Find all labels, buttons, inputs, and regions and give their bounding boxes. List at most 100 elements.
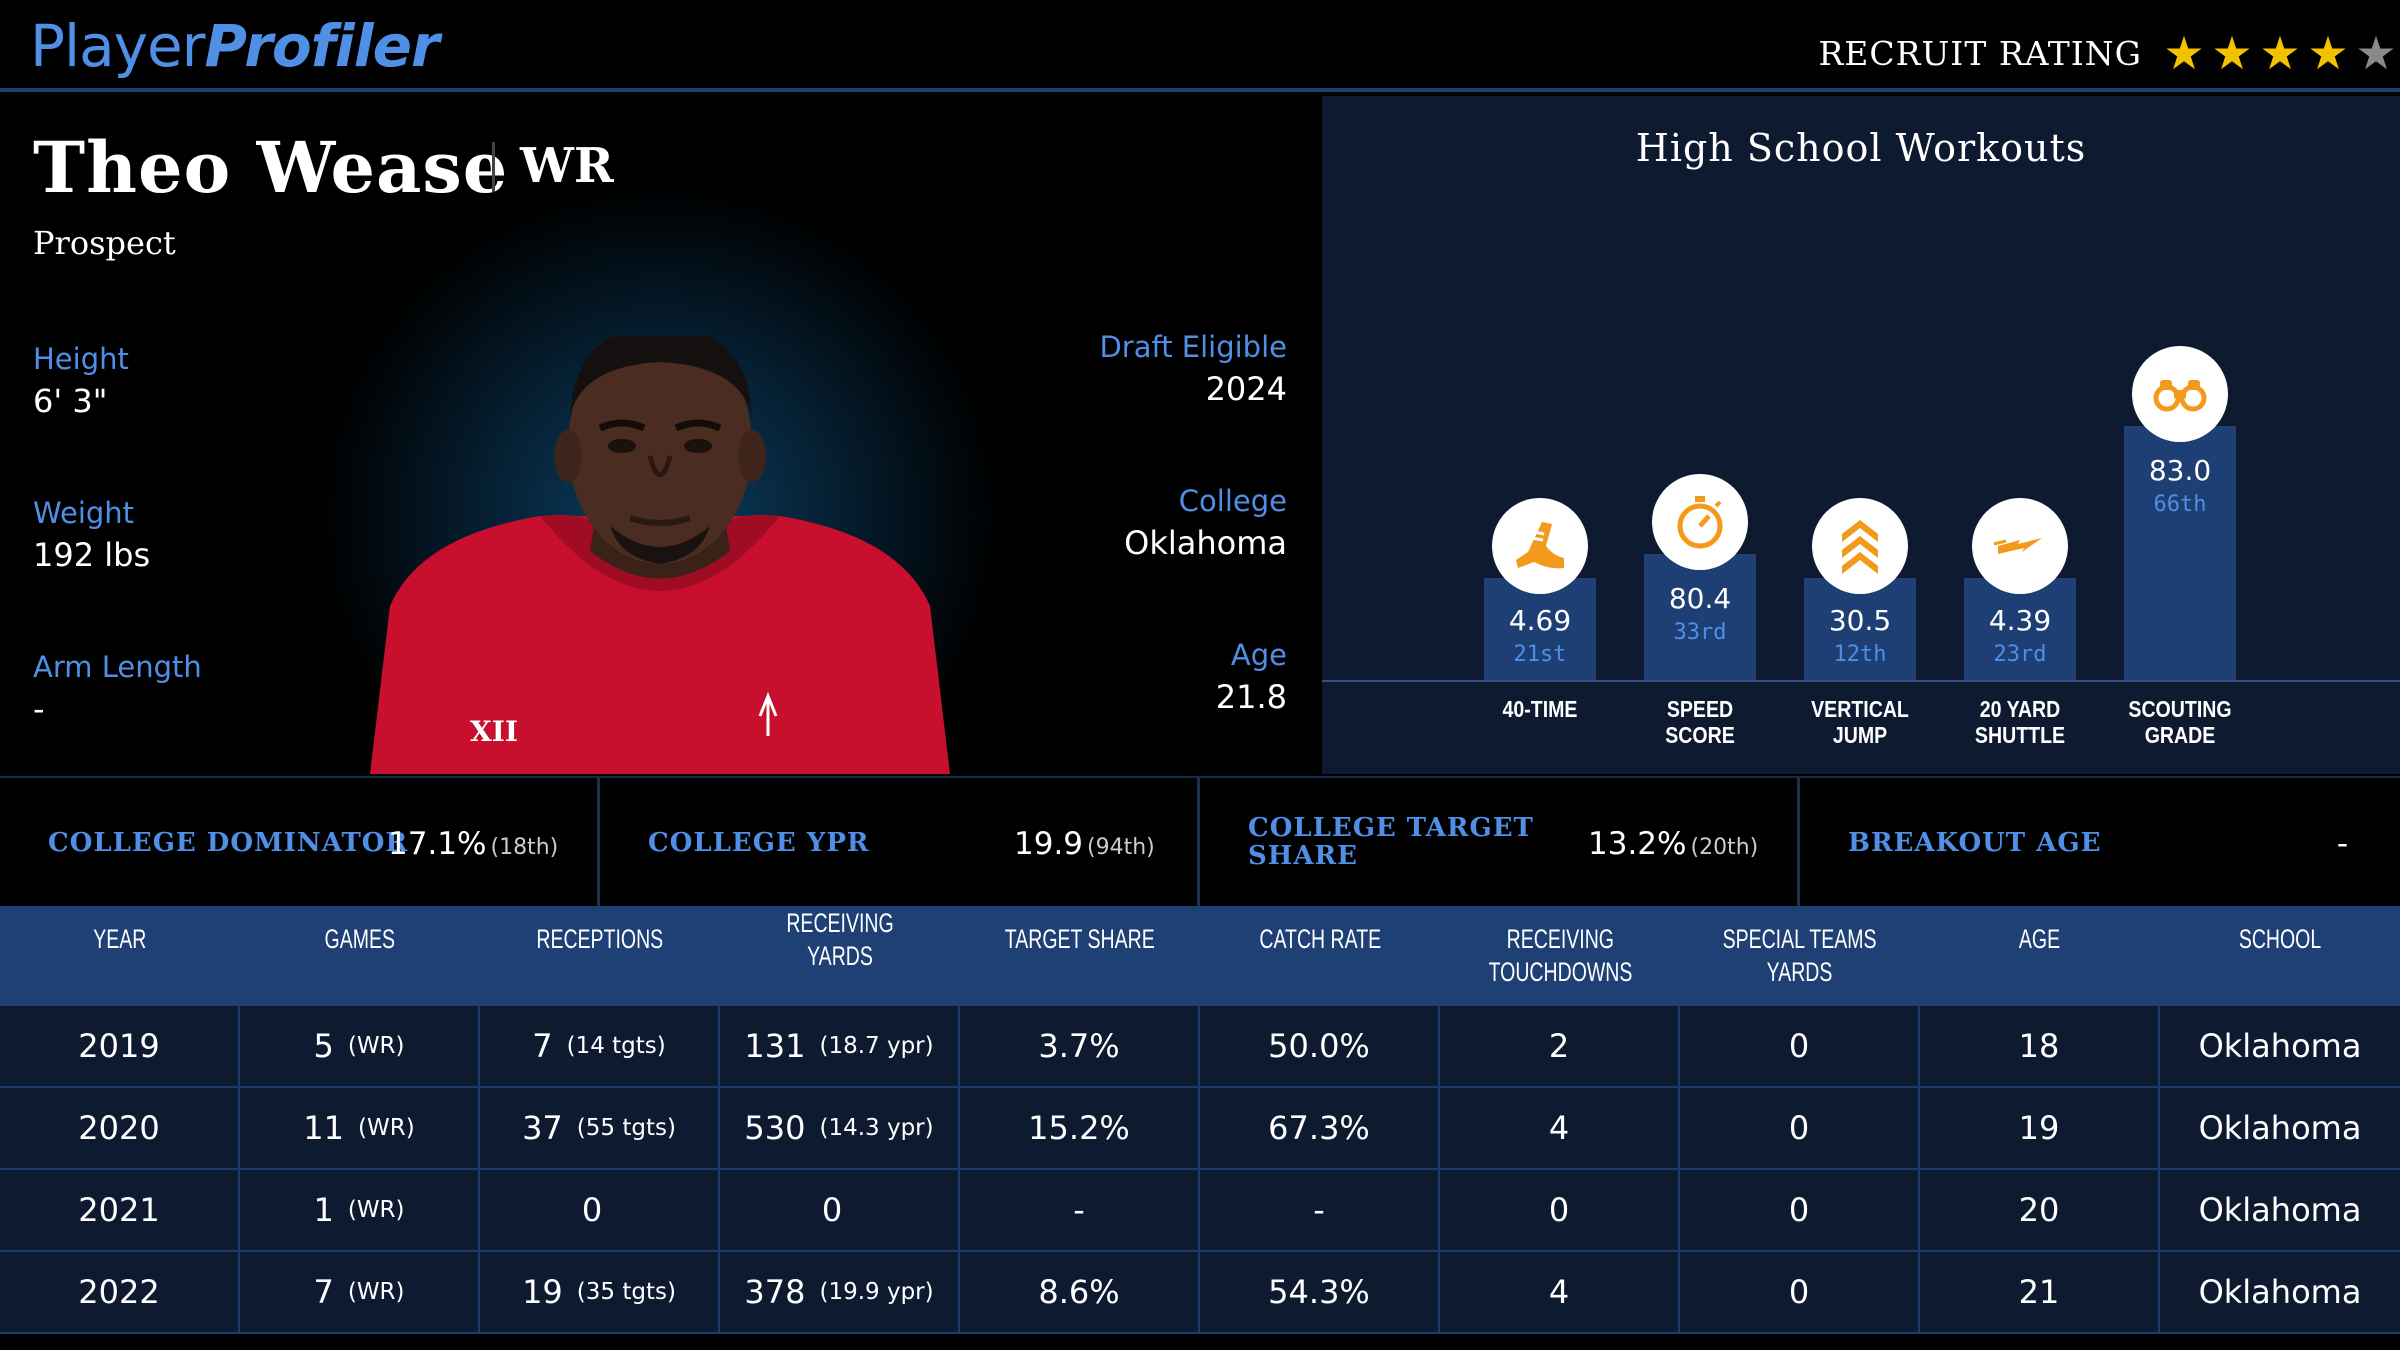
cell-target-share: 3.7% <box>960 1006 1200 1086</box>
workout-rank: 23rd <box>1993 642 2047 667</box>
height-label: Height <box>33 342 129 376</box>
running-shoe-icon <box>1492 498 1588 594</box>
metric-value: 17.1% (18th) <box>388 826 559 862</box>
metric-value: 13.2% (20th) <box>1588 826 1759 862</box>
metric-value: 19.9 (94th) <box>1014 826 1155 862</box>
cell-receiving-yards: 0 <box>720 1170 960 1250</box>
workout-label: SPEED SCORE <box>1665 696 1735 748</box>
cell-receiving-touchdowns: 0 <box>1440 1170 1680 1250</box>
cell-school: Oklahoma <box>2198 1191 2362 1229</box>
cell-receptions: 37 (55 tgts) <box>480 1088 720 1168</box>
cell-receiving-touchdowns: 2 <box>1440 1006 1680 1086</box>
cell-special-teams-yards: 0 <box>1680 1088 1920 1168</box>
header-receiving-yards[interactable]: RECEIVING YARDS <box>786 907 894 971</box>
table-row: 2021 1 (WR) 0 0 - - 0 0 20 Oklahoma <box>0 1170 2400 1252</box>
metric-label: COLLEGE TARGET SHARE <box>1248 813 1534 871</box>
player-status: Prospect <box>33 224 176 262</box>
cell-catch-rate: 50.0% <box>1200 1006 1440 1086</box>
logo-text-bold: Profiler <box>204 12 440 80</box>
cell-age: 19 <box>1920 1088 2160 1168</box>
arm-length-value: - <box>33 690 45 728</box>
age-value: 21.8 <box>1215 678 1287 716</box>
workout-rank: 66th <box>2153 492 2207 517</box>
player-headshot: XII <box>360 336 960 774</box>
workouts-title: High School Workouts <box>1635 126 2087 170</box>
cell-receiving-yards: 530 (14.3 ypr) <box>720 1088 960 1168</box>
cell-special-teams-yards: 0 <box>1680 1006 1920 1086</box>
metric-label: COLLEGE DOMINATOR <box>48 828 409 858</box>
star-icon: ★ <box>2163 26 2205 80</box>
workout-value: 4.69 <box>1508 604 1572 637</box>
cell-school: Oklahoma <box>2198 1109 2362 1147</box>
cell-catch-rate: - <box>1200 1170 1440 1250</box>
header-catch-rate[interactable]: CATCH RATE <box>1259 924 1381 954</box>
top-bar: PlayerProfiler RECRUIT RATING ★ ★ ★ ★ ★ <box>0 0 2400 92</box>
workout-rank: 33rd <box>1673 620 1727 645</box>
name-divider <box>492 142 495 192</box>
cell-receiving-yards: 378 (19.9 ypr) <box>720 1252 960 1332</box>
binoculars-icon <box>2132 346 2228 442</box>
cell-year: 2021 <box>0 1170 240 1250</box>
cell-age: 18 <box>1920 1006 2160 1086</box>
workout-bar-speed-score <box>1644 554 1756 680</box>
header-games[interactable]: GAMES <box>324 924 396 954</box>
college-metrics-strip: COLLEGE DOMINATOR 17.1% (18th) COLLEGE YP… <box>0 776 2400 908</box>
weight-value: 192 lbs <box>33 536 151 574</box>
svg-text:XII: XII <box>470 715 518 748</box>
cell-receptions: 19 (35 tgts) <box>480 1252 720 1332</box>
workout-value: 30.5 <box>1828 604 1892 637</box>
star-icon: ★ <box>2355 26 2397 80</box>
workout-bar-scouting-grade <box>2124 426 2236 680</box>
header-year[interactable]: YEAR <box>93 924 147 954</box>
cell-year: 2020 <box>0 1088 240 1168</box>
star-icon: ★ <box>2307 26 2349 80</box>
cell-receiving-touchdowns: 4 <box>1440 1088 1680 1168</box>
table-header: YEAR GAMES RECEPTIONS RECEIVING YARDS TA… <box>0 906 2400 1006</box>
table-row: 2022 7 (WR) 19 (35 tgts) 378 (19.9 ypr) 8.6… <box>0 1252 2400 1334</box>
cell-games: 7 (WR) <box>240 1252 480 1332</box>
workout-label: 40-TIME <box>1502 696 1578 722</box>
workout-rank: 21st <box>1513 642 1567 667</box>
arm-length-label: Arm Length <box>33 650 202 684</box>
cell-catch-rate: 54.3% <box>1200 1252 1440 1332</box>
workout-value: 4.39 <box>1988 604 2052 637</box>
metric-college-target-share: COLLEGE TARGET SHARE 13.2% (20th) <box>1200 778 1800 908</box>
lightning-icon <box>1972 498 2068 594</box>
college-value: Oklahoma <box>1124 524 1287 562</box>
cell-school: Oklahoma <box>2198 1027 2362 1065</box>
metric-label: COLLEGE YPR <box>648 828 870 858</box>
high-school-workouts-panel: High School Workouts 4.69 21st 40-TIME 8… <box>1322 96 2400 774</box>
cell-receptions: 7 (14 tgts) <box>480 1006 720 1086</box>
logo-text-light: Player <box>30 12 205 80</box>
header-receptions[interactable]: RECEPTIONS <box>536 924 664 954</box>
age-label: Age <box>1230 638 1287 672</box>
cell-target-share: 15.2% <box>960 1088 1200 1168</box>
star-icon: ★ <box>2259 26 2301 80</box>
player-profiler-logo[interactable]: PlayerProfiler <box>30 12 440 80</box>
cell-age: 20 <box>1920 1170 2160 1250</box>
table-row: 2020 11 (WR) 37 (55 tgts) 530 (14.3 ypr) 15… <box>0 1088 2400 1170</box>
weight-label: Weight <box>33 496 135 530</box>
cell-target-share: 8.6% <box>960 1252 1200 1332</box>
workout-label: 20 YARD SHUTTLE <box>1974 696 2066 748</box>
header-target-share[interactable]: TARGET SHARE <box>1005 924 1155 954</box>
metric-breakout-age: BREAKOUT AGE - <box>1800 778 2400 908</box>
workouts-baseline <box>1322 680 2400 682</box>
metric-college-dominator: COLLEGE DOMINATOR 17.1% (18th) <box>0 778 600 908</box>
cell-target-share: - <box>960 1170 1200 1250</box>
cell-receiving-yards: 131 (18.7 ypr) <box>720 1006 960 1086</box>
cell-special-teams-yards: 0 <box>1680 1170 1920 1250</box>
header-receiving-touchdowns[interactable]: RECEIVING TOUCHDOWNS <box>1488 924 1632 987</box>
workout-value: 80.4 <box>1668 582 1732 615</box>
workout-value: 83.0 <box>2148 454 2212 487</box>
stopwatch-icon <box>1652 474 1748 570</box>
header-special-teams-yards[interactable]: SPECIAL TEAMS YARDS <box>1723 924 1877 987</box>
header-age[interactable]: AGE <box>2019 924 2061 954</box>
star-icon: ★ <box>2211 26 2253 80</box>
cell-games: 11 (WR) <box>240 1088 480 1168</box>
college-label: College <box>1178 484 1287 518</box>
workout-bar-shuttle <box>1964 578 2076 680</box>
workout-rank: 12th <box>1833 642 1887 667</box>
header-school[interactable]: SCHOOL <box>2238 924 2322 954</box>
chevrons-up-icon <box>1812 498 1908 594</box>
